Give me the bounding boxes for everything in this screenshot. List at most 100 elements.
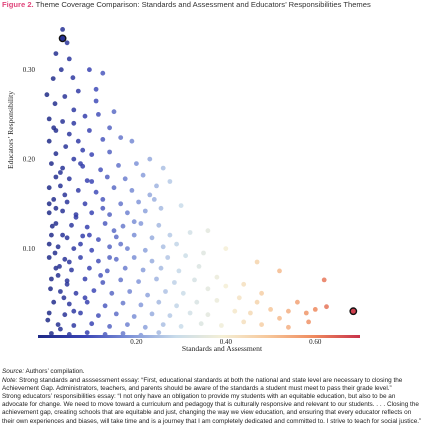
data-point	[149, 258, 155, 264]
scatter-chart: Educators’ Responsibility 0.10 0.20 0.30 0…	[6, 27, 360, 353]
data-point	[129, 188, 135, 193]
data-point	[187, 310, 193, 316]
data-point	[53, 151, 59, 157]
data-point	[107, 125, 112, 131]
data-point	[51, 125, 57, 131]
data-point	[64, 281, 70, 287]
data-point	[87, 265, 92, 271]
data-point	[241, 319, 247, 325]
data-point	[223, 283, 229, 289]
data-point	[89, 210, 95, 216]
data-point	[71, 308, 77, 314]
data-point	[84, 299, 90, 305]
data-point	[167, 232, 173, 238]
note-text: Strong standards and asssessment essay: …	[2, 377, 403, 393]
data-point	[192, 277, 197, 283]
x-tick-labels: 0.20 0.40 0.60	[130, 338, 322, 346]
data-point	[100, 70, 106, 76]
data-point	[73, 214, 79, 220]
data-point	[160, 244, 166, 250]
data-point	[58, 289, 63, 294]
data-point	[122, 265, 128, 271]
data-point	[61, 295, 67, 301]
data-point	[64, 40, 70, 46]
data-point	[118, 201, 124, 207]
data-point	[295, 299, 300, 305]
data-point	[131, 219, 137, 225]
data-point	[71, 156, 77, 162]
data-point	[254, 299, 260, 305]
figure-title: Figure 2. Theme Coverage Comparison: Sta…	[2, 0, 420, 9]
data-point	[66, 131, 72, 137]
data-point	[165, 255, 171, 260]
data-point	[84, 330, 90, 335]
data-point	[87, 128, 92, 133]
data-point	[104, 174, 110, 180]
data-point	[49, 161, 54, 167]
data-point	[71, 323, 77, 328]
data-point	[147, 156, 153, 162]
data-point	[160, 322, 166, 327]
data-point	[167, 313, 173, 318]
data-point	[93, 98, 99, 104]
data-point	[46, 116, 52, 122]
data-point	[324, 304, 329, 310]
data-point	[118, 241, 124, 247]
data-point	[160, 165, 166, 171]
data-point	[268, 307, 273, 312]
data-point	[102, 221, 108, 226]
data-points	[44, 27, 358, 338]
data-point	[107, 212, 112, 218]
data-point	[49, 331, 54, 336]
data-point	[113, 256, 119, 262]
data-point	[149, 311, 155, 317]
data-point	[142, 247, 148, 253]
data-point	[62, 256, 68, 262]
data-point	[82, 295, 88, 301]
y-tick-label: 0.10	[23, 245, 36, 253]
data-point	[136, 279, 142, 284]
data-point	[63, 144, 69, 150]
y-axis-label: Educators’ Responsibility	[6, 91, 15, 169]
data-point	[87, 232, 92, 238]
data-point	[158, 205, 164, 211]
data-point	[64, 235, 70, 241]
data-point	[52, 101, 58, 107]
note-paragraph-1: Note: Strong standards and asssessment e…	[2, 377, 422, 393]
data-point	[145, 292, 151, 298]
data-point	[113, 311, 119, 317]
data-point	[167, 179, 173, 184]
data-point	[75, 88, 81, 94]
data-point	[214, 274, 220, 280]
data-point	[131, 314, 137, 319]
data-point	[58, 170, 63, 175]
data-point	[62, 192, 68, 198]
data-point	[52, 250, 58, 256]
data-point	[80, 147, 86, 153]
data-point	[236, 295, 242, 301]
data-point	[138, 302, 144, 308]
data-point	[196, 264, 202, 269]
data-point	[259, 322, 264, 327]
data-point	[100, 137, 106, 142]
data-point	[140, 172, 146, 178]
highlighted-point	[58, 34, 67, 43]
data-point	[131, 232, 137, 238]
data-point	[84, 178, 90, 184]
data-point	[49, 223, 55, 229]
data-point	[98, 167, 103, 173]
data-point	[205, 286, 211, 292]
data-point	[75, 188, 81, 193]
data-point	[194, 299, 200, 305]
data-point	[60, 232, 65, 238]
figure-notes: Source: Authors’ compilation. Note: Stro…	[2, 368, 422, 426]
data-point	[116, 163, 121, 168]
data-point	[80, 233, 86, 239]
data-point	[82, 201, 88, 207]
data-point	[125, 246, 130, 252]
data-point	[55, 322, 61, 327]
data-point	[84, 224, 90, 230]
note-label: Note:	[2, 377, 18, 385]
data-point	[183, 253, 189, 259]
data-point	[120, 223, 126, 229]
